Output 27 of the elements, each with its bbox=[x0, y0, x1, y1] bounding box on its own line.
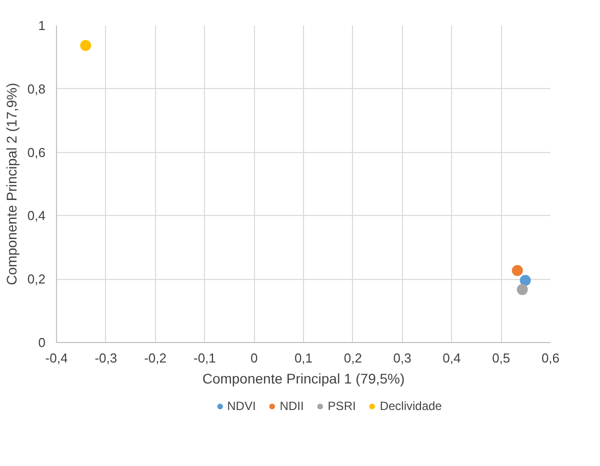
x-tick-label: -0,1 bbox=[194, 350, 216, 366]
point bbox=[516, 284, 528, 296]
point bbox=[80, 40, 92, 51]
x-tick-label: -0,2 bbox=[144, 350, 167, 366]
y-tick-label: 0,8 bbox=[27, 81, 46, 96]
x-tick-label: -0,3 bbox=[94, 350, 118, 366]
x-tick-label: -0,4 bbox=[45, 350, 68, 366]
point bbox=[512, 265, 523, 276]
x-axis-title: Componente Principal 1 (79,5%) bbox=[202, 370, 405, 386]
legend-label: NDVI bbox=[227, 399, 256, 413]
x-tick-label: 0,6 bbox=[541, 350, 560, 366]
y-tick-label: 0,4 bbox=[27, 208, 46, 224]
legend-label: PSRI bbox=[328, 399, 356, 413]
point bbox=[520, 274, 531, 286]
x-tick-label: 0,3 bbox=[393, 350, 412, 366]
y-tick-label: 0 bbox=[38, 335, 46, 350]
x-tick-label: 0,5 bbox=[492, 350, 510, 366]
y-axis-title: Componente Principal 2 (17,9%) bbox=[3, 82, 20, 286]
x-tick-label: 0 bbox=[250, 350, 258, 366]
x-tick-label: 0,1 bbox=[294, 350, 313, 366]
x-tick-label: 0,4 bbox=[442, 350, 461, 366]
legend-label: Declividade bbox=[380, 399, 442, 413]
legend-label: NDII bbox=[280, 399, 304, 413]
y-tick-label: 0,2 bbox=[27, 272, 46, 287]
x-tick-label: 0,2 bbox=[344, 350, 362, 366]
y-tick-label: 1 bbox=[38, 18, 46, 33]
y-tick-label: 0,6 bbox=[27, 144, 46, 160]
